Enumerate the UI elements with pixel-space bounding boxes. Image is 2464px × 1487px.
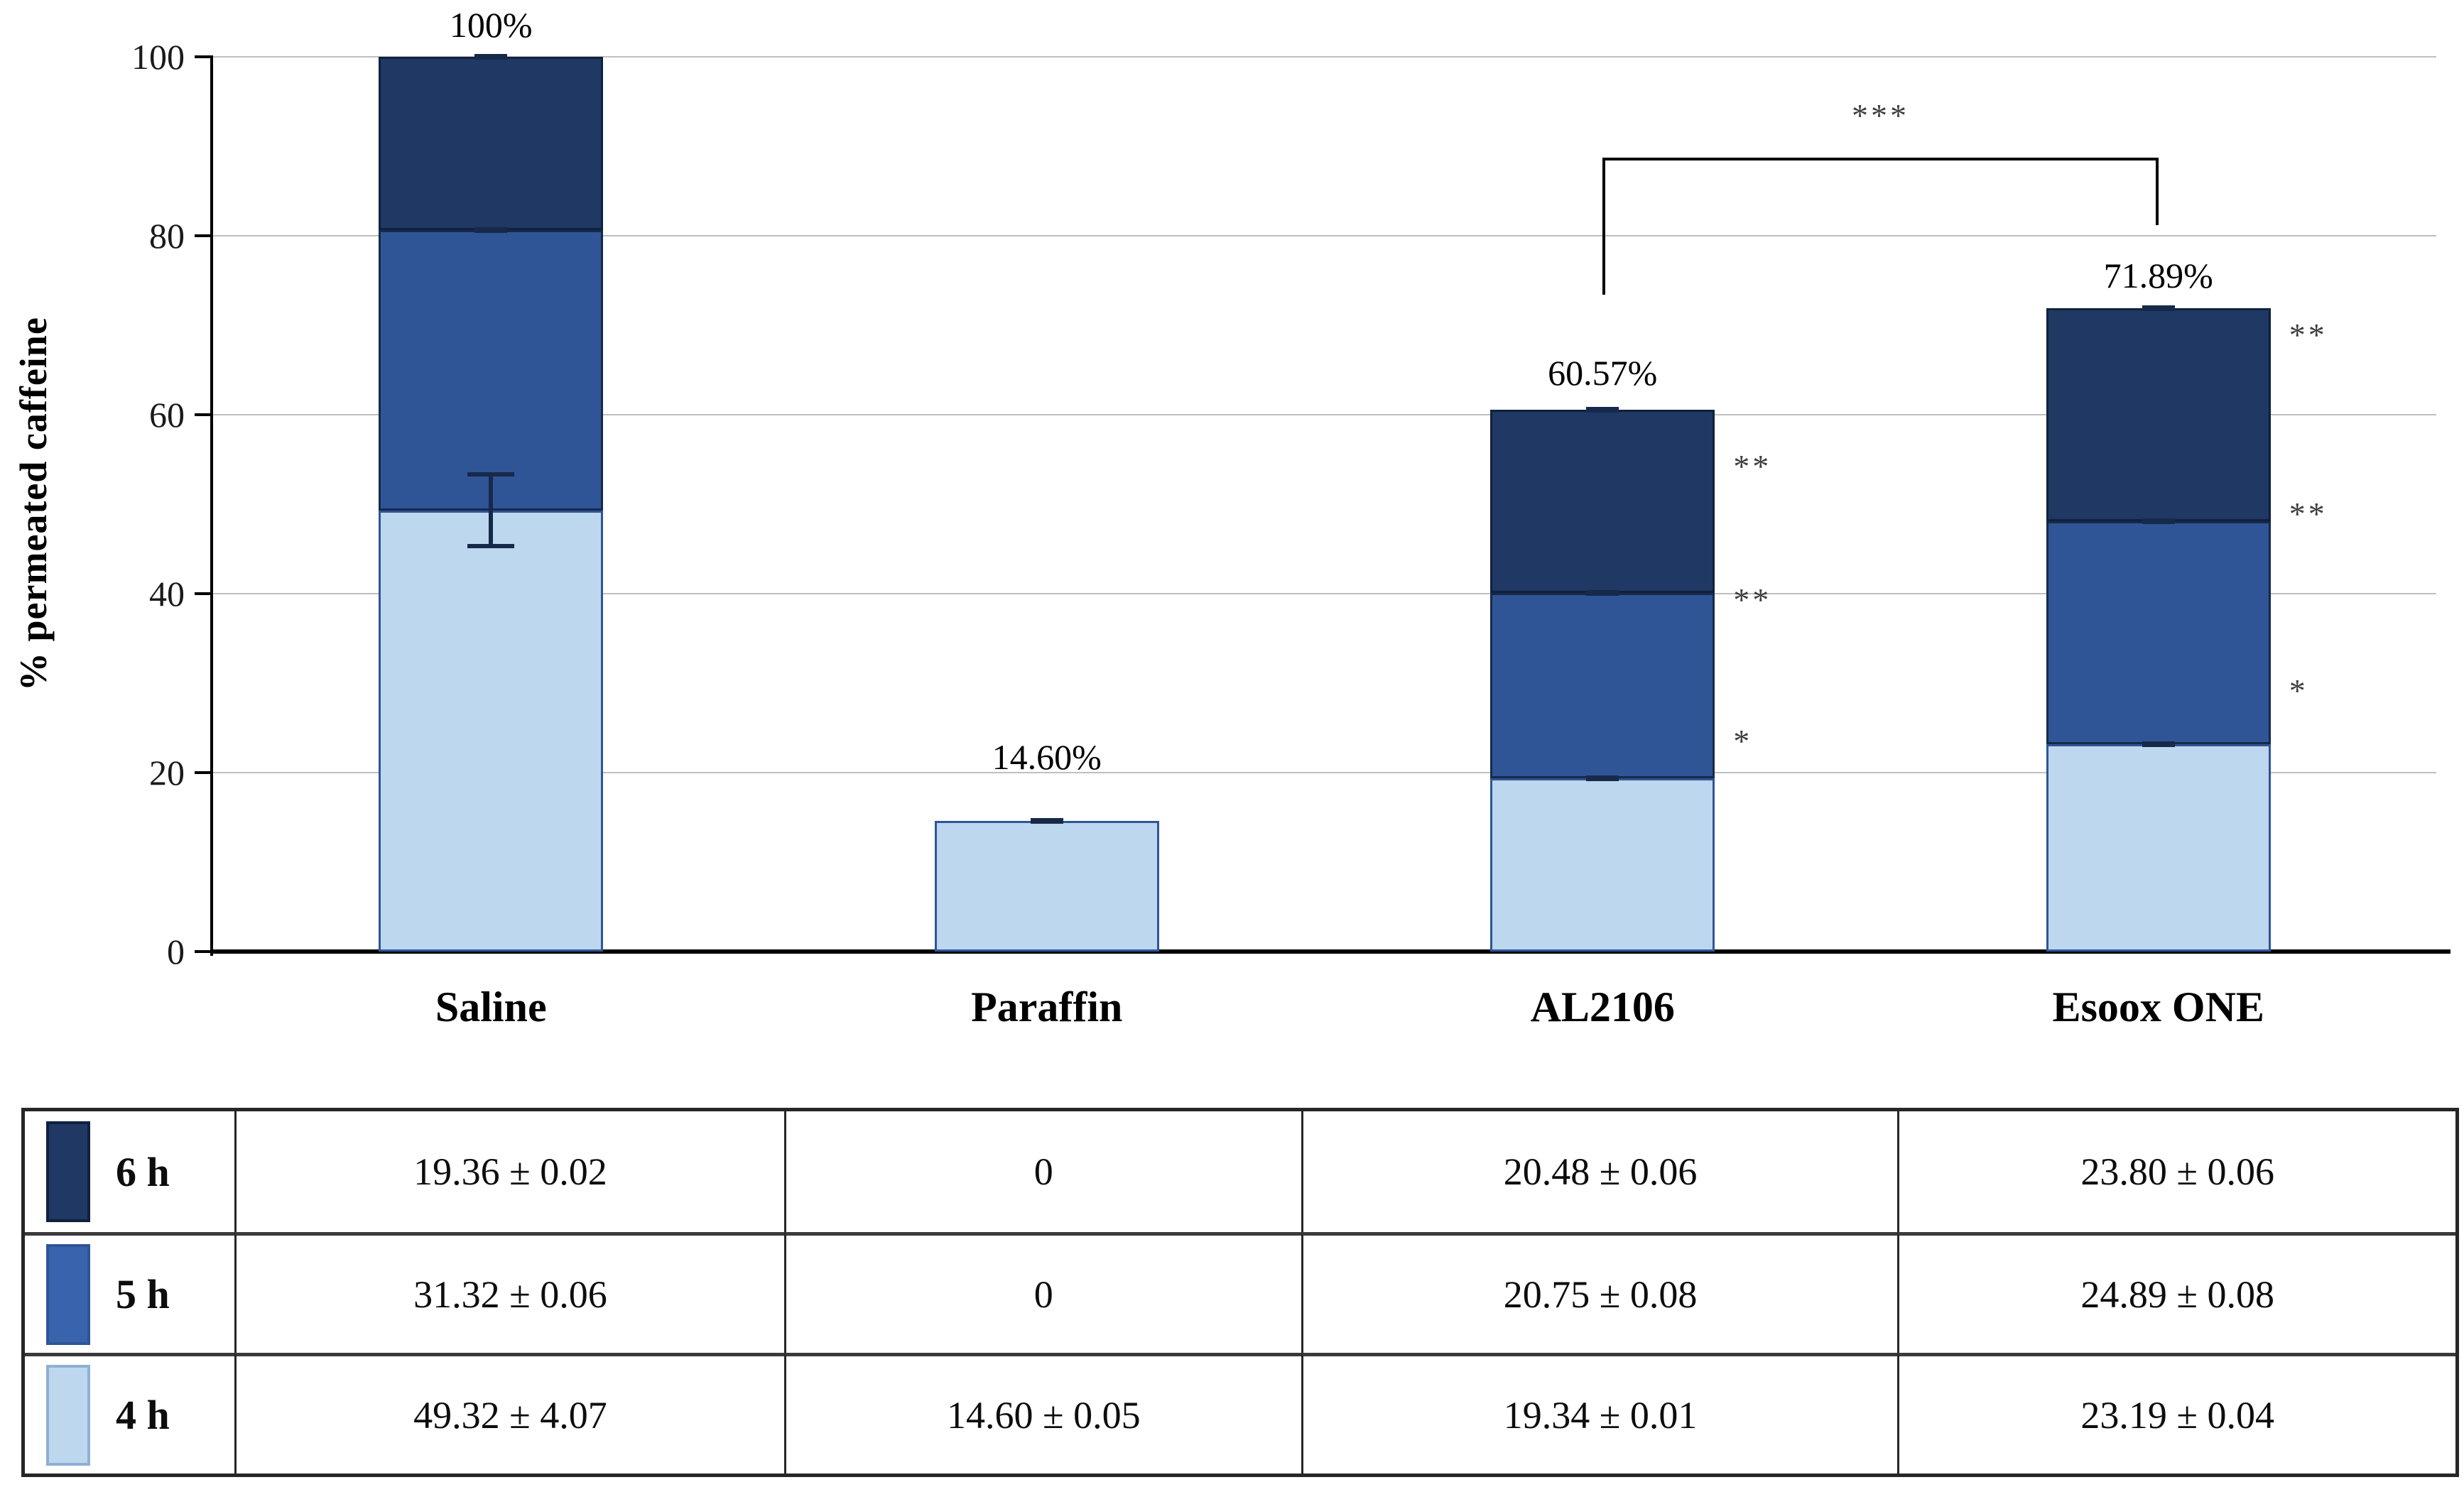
y-tick-60 xyxy=(195,413,210,416)
table-value-6h-Paraffin: 0 xyxy=(783,1111,1301,1232)
data-table: 6 h 19.36 ± 0.02 0 20.48 ± 0.06 23.80 ± 0.06… xyxy=(21,1108,2459,1477)
table-value-6h-Esoox-ONE: 23.80 ± 0.06 xyxy=(1897,1111,2455,1232)
category-label-AL2106: AL2106 xyxy=(1530,984,1675,1030)
y-tick-80 xyxy=(195,234,210,237)
bar-segment-4h-AL2106 xyxy=(1490,778,1715,952)
table-value-4h-Paraffin: 14.60 ± 0.05 xyxy=(783,1353,1301,1474)
gridline-20 xyxy=(213,772,2436,773)
bar-segment-5h-AL2106 xyxy=(1490,592,1715,779)
sig-bracket-left-drop xyxy=(1602,158,1606,295)
error-bar-cap-AL2106-5h xyxy=(1586,589,1619,596)
legend-label-6h: 6 h xyxy=(116,1148,170,1195)
error-bar-cap-Saline-5h xyxy=(474,227,508,233)
bar-segment-4h-Paraffin xyxy=(934,821,1159,952)
table-value-5h-Saline: 31.32 ± 0.06 xyxy=(234,1232,784,1353)
gridline-100 xyxy=(213,56,2436,58)
bar-segment-5h-Saline xyxy=(379,229,604,511)
y-tick-100 xyxy=(195,55,210,58)
bar-segment-6h-AL2106 xyxy=(1490,409,1715,593)
legend-swatch-6h xyxy=(46,1121,90,1222)
error-bar-cap-top-Saline xyxy=(467,472,515,477)
category-label-Saline: Saline xyxy=(435,984,547,1030)
table-value-4h-AL2106: 19.34 ± 0.01 xyxy=(1301,1353,1898,1474)
error-bar-line-Saline xyxy=(489,474,494,547)
y-axis-title: % permeated caffeine xyxy=(12,317,55,692)
table-value-4h-Saline: 49.32 ± 4.07 xyxy=(234,1353,784,1474)
table-value-5h-Paraffin: 0 xyxy=(783,1232,1301,1353)
sig-marker-Esoox-ONE-0: ** xyxy=(2289,316,2328,353)
y-tick-label-0: 0 xyxy=(167,932,185,971)
sig-marker-Esoox-ONE-1: ** xyxy=(2289,495,2328,532)
bar-segment-6h-Esoox-ONE xyxy=(2046,308,2271,522)
y-tick-40 xyxy=(195,592,210,595)
legend-label-4h: 4 h xyxy=(116,1392,170,1438)
bar-total-label-Saline: 100% xyxy=(449,5,533,45)
error-bar-cap-Paraffin-4h xyxy=(1030,818,1063,824)
bar-total-label-Esoox-ONE: 71.89% xyxy=(2103,256,2213,296)
gridline-40 xyxy=(213,593,2436,594)
y-tick-label-100: 100 xyxy=(131,37,185,77)
y-tick-20 xyxy=(195,771,210,774)
table-value-5h-Esoox-ONE: 24.89 ± 0.08 xyxy=(1897,1232,2455,1353)
bar-segment-4h-Saline xyxy=(379,510,604,952)
y-tick-0 xyxy=(195,950,210,953)
sig-bracket-label: *** xyxy=(1852,97,1909,134)
sig-bracket-top xyxy=(1602,158,2159,160)
legend-swatch-4h xyxy=(46,1364,90,1466)
y-axis-line xyxy=(210,55,213,956)
error-bar-cap-Esoox-ONE-5h xyxy=(2142,518,2175,525)
sig-marker-Esoox-ONE-2: * xyxy=(2289,672,2308,709)
x-axis-line xyxy=(210,949,2451,954)
bar-total-label-AL2106: 60.57% xyxy=(1548,352,1658,393)
error-bar-cap-Esoox-ONE-6h xyxy=(2142,305,2175,312)
sig-bracket-right-drop xyxy=(2155,158,2159,225)
error-bar-cap-Saline-6h xyxy=(474,54,508,60)
error-bar-cap-bottom-Saline xyxy=(467,543,515,548)
y-tick-label-40: 40 xyxy=(149,574,185,614)
sig-marker-AL2106-1: ** xyxy=(1733,581,1772,618)
legend-cell-6h: 6 h xyxy=(25,1111,234,1232)
legend-swatch-5h xyxy=(46,1243,90,1345)
table-value-5h-AL2106: 20.75 ± 0.08 xyxy=(1301,1232,1898,1353)
sig-marker-AL2106-2: * xyxy=(1733,722,1753,759)
gridline-80 xyxy=(213,235,2436,236)
error-bar-cap-Esoox-ONE-4h xyxy=(2142,741,2175,747)
error-bar-cap-AL2106-4h xyxy=(1586,775,1619,782)
sig-marker-AL2106-0: ** xyxy=(1733,448,1772,484)
y-tick-label-80: 80 xyxy=(149,216,185,256)
table-value-6h-AL2106: 20.48 ± 0.06 xyxy=(1301,1111,1898,1232)
legend-cell-4h: 4 h xyxy=(25,1353,235,1474)
error-bar-cap-AL2106-6h xyxy=(1586,406,1619,413)
legend-cell-5h: 5 h xyxy=(25,1232,235,1353)
legend-label-5h: 5 h xyxy=(116,1271,170,1317)
y-tick-label-60: 60 xyxy=(149,395,185,435)
bar-segment-4h-Esoox-ONE xyxy=(2046,744,2271,952)
bar-segment-5h-Esoox-ONE xyxy=(2046,521,2271,744)
table-value-4h-Esoox-ONE: 23.19 ± 0.04 xyxy=(1897,1353,2455,1474)
category-label-Paraffin: Paraffin xyxy=(971,984,1123,1030)
bar-segment-6h-Saline xyxy=(379,57,604,230)
bar-total-label-Paraffin: 14.60% xyxy=(992,737,1102,778)
category-label-Esoox-ONE: Esoox ONE xyxy=(2052,984,2264,1030)
table-value-6h-Saline: 19.36 ± 0.02 xyxy=(234,1111,784,1232)
gridline-60 xyxy=(213,414,2436,415)
y-tick-label-20: 20 xyxy=(149,753,185,792)
